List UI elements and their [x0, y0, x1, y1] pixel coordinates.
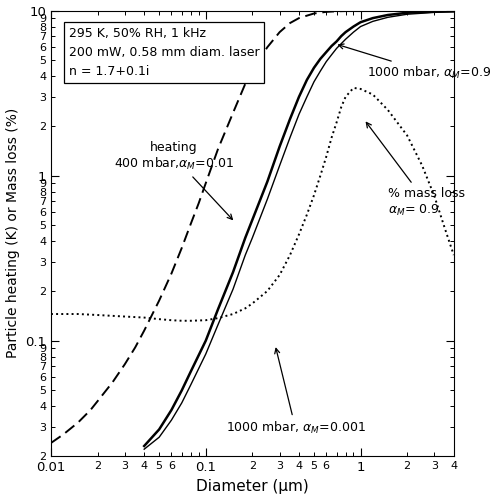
Text: 1000 mbar, $\alpha_M$=0.9: 1000 mbar, $\alpha_M$=0.9 — [338, 44, 491, 81]
Text: 295 K, 50% RH, 1 kHz
200 mW, 0.58 mm diam. laser
n = 1.7+0.1i: 295 K, 50% RH, 1 kHz 200 mW, 0.58 mm dia… — [68, 26, 259, 78]
Text: 1000 mbar, $\alpha_M$=0.001: 1000 mbar, $\alpha_M$=0.001 — [226, 348, 366, 436]
Text: % mass loss
$\alpha_M$= 0.9: % mass loss $\alpha_M$= 0.9 — [366, 122, 465, 218]
X-axis label: Diameter (μm): Diameter (μm) — [196, 480, 308, 494]
Text: heating
400 mbar,$\alpha_M$=0.01: heating 400 mbar,$\alpha_M$=0.01 — [114, 140, 234, 220]
Y-axis label: Particle heating (K) or Mass loss (%): Particle heating (K) or Mass loss (%) — [6, 108, 20, 358]
